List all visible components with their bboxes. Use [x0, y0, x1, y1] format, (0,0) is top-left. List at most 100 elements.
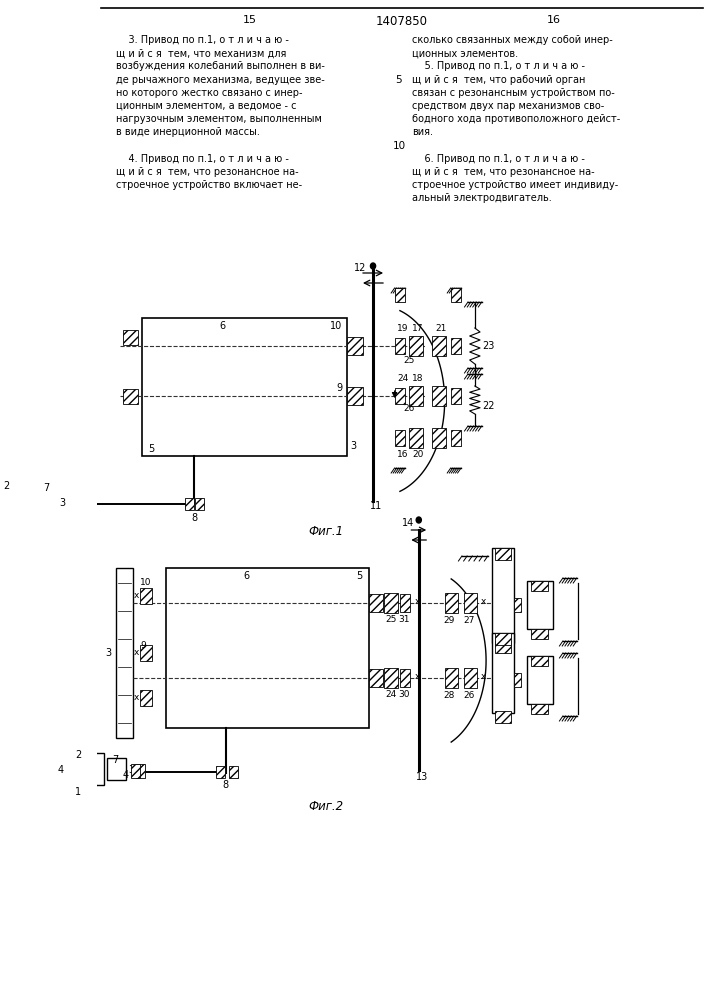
Text: 10: 10 [330, 321, 342, 331]
Text: вия.: вия. [412, 127, 433, 137]
Bar [492, 548, 514, 643]
Text: 30: 30 [398, 690, 409, 699]
Text: 33: 33 [494, 713, 506, 722]
Text: строечное устройство имеет индивиду-: строечное устройство имеет индивиду- [412, 180, 618, 190]
Bar [0, 486, 34, 521]
Text: щ и й с я  тем, что рабочий орган: щ и й с я тем, что рабочий орган [412, 75, 585, 85]
Text: 10: 10 [392, 141, 406, 151]
Circle shape [370, 263, 375, 269]
Text: 20: 20 [412, 450, 423, 459]
Bar [527, 656, 553, 704]
Bar [38, 491, 57, 515]
Bar [369, 669, 382, 687]
Bar [409, 336, 423, 356]
Bar [450, 388, 461, 404]
Text: 25: 25 [385, 615, 397, 624]
Bar [432, 428, 445, 448]
Bar [409, 386, 423, 406]
Bar [395, 338, 405, 354]
Text: альный электродвигатель.: альный электродвигатель. [412, 193, 551, 203]
Text: ционных элементов.: ционных элементов. [412, 48, 518, 58]
Bar [395, 430, 405, 446]
Bar [495, 548, 511, 560]
Text: 1: 1 [76, 787, 81, 797]
Text: 29: 29 [443, 616, 455, 625]
Text: 9: 9 [140, 641, 146, 650]
Text: x: x [481, 597, 486, 606]
Text: 4. Привод по п.1, о т л и ч а ю -: 4. Привод по п.1, о т л и ч а ю - [116, 154, 288, 164]
Bar [527, 581, 553, 629]
Circle shape [416, 517, 421, 523]
Text: 24: 24 [397, 374, 409, 383]
Text: в виде инерционной массы.: в виде инерционной массы. [116, 127, 259, 137]
Bar [166, 568, 369, 728]
Bar [132, 764, 140, 778]
Text: средством двух пар механизмов сво-: средством двух пар механизмов сво- [412, 101, 604, 111]
Text: 8: 8 [191, 513, 197, 523]
Bar [495, 641, 511, 653]
Text: щ и й с я  тем, что резонансное на-: щ и й с я тем, что резонансное на- [412, 167, 595, 177]
Bar [450, 430, 461, 446]
Text: 16: 16 [547, 15, 561, 25]
Text: x: x [414, 672, 420, 681]
Bar [450, 288, 461, 302]
Bar [395, 388, 405, 404]
Text: Фиг.1: Фиг.1 [308, 525, 343, 538]
Text: 10: 10 [140, 578, 151, 587]
Text: 5: 5 [396, 75, 402, 85]
Bar [62, 753, 104, 785]
Text: x: x [134, 591, 139, 600]
Bar [136, 764, 145, 778]
Text: сколько связанных между собой инер-: сколько связанных между собой инер- [412, 35, 612, 45]
Bar [495, 711, 511, 723]
Bar [445, 668, 458, 688]
Bar [531, 656, 548, 666]
Text: 13: 13 [416, 772, 428, 782]
Text: 22: 22 [481, 401, 494, 411]
Text: 19: 19 [397, 324, 409, 333]
Bar [141, 318, 347, 456]
Bar [495, 633, 511, 645]
Bar [73, 494, 81, 506]
Bar [514, 598, 520, 612]
Text: x: x [481, 672, 486, 681]
Text: 3: 3 [60, 498, 66, 508]
Bar [409, 428, 423, 448]
Bar [140, 645, 152, 661]
Text: ционным элементом, а ведомое - с: ционным элементом, а ведомое - с [116, 101, 296, 111]
Bar [185, 498, 194, 510]
Text: 18: 18 [412, 374, 423, 383]
Text: 24: 24 [385, 690, 397, 699]
Bar [492, 633, 514, 713]
Text: x: x [134, 648, 139, 657]
Text: связан с резонансным устройством по-: связан с резонансным устройством по- [412, 88, 614, 98]
Text: 3: 3 [351, 441, 357, 451]
Text: 15: 15 [243, 15, 257, 25]
Bar [347, 337, 363, 355]
Bar [514, 673, 520, 687]
Text: 3: 3 [129, 765, 135, 775]
Text: щ и й с я  тем, что механизм для: щ и й с я тем, что механизм для [116, 48, 286, 58]
Text: 16: 16 [397, 450, 409, 459]
Text: 5. Привод по п.1, о т л и ч а ю -: 5. Привод по п.1, о т л и ч а ю - [412, 61, 585, 71]
Text: 28: 28 [443, 691, 455, 700]
Bar [123, 330, 139, 345]
Text: 7: 7 [43, 483, 49, 493]
Text: 2: 2 [76, 750, 81, 760]
Text: 2: 2 [4, 481, 10, 491]
Bar [140, 588, 152, 604]
Text: бодного хода противоположного дейст-: бодного хода противоположного дейст- [412, 114, 620, 124]
Text: 21: 21 [436, 324, 447, 333]
Text: 25: 25 [403, 356, 414, 365]
Text: нагрузочным элементом, выполненным: нагрузочным элементом, выполненным [116, 114, 322, 124]
Bar [384, 593, 398, 613]
Bar [445, 593, 458, 613]
Text: 1407850: 1407850 [375, 15, 428, 28]
Bar [369, 594, 382, 612]
Text: 3: 3 [105, 648, 112, 658]
Text: 6: 6 [219, 321, 226, 331]
Bar [432, 336, 445, 356]
Text: 5: 5 [148, 444, 155, 454]
Text: 26: 26 [403, 404, 414, 413]
Text: 27: 27 [464, 616, 475, 625]
